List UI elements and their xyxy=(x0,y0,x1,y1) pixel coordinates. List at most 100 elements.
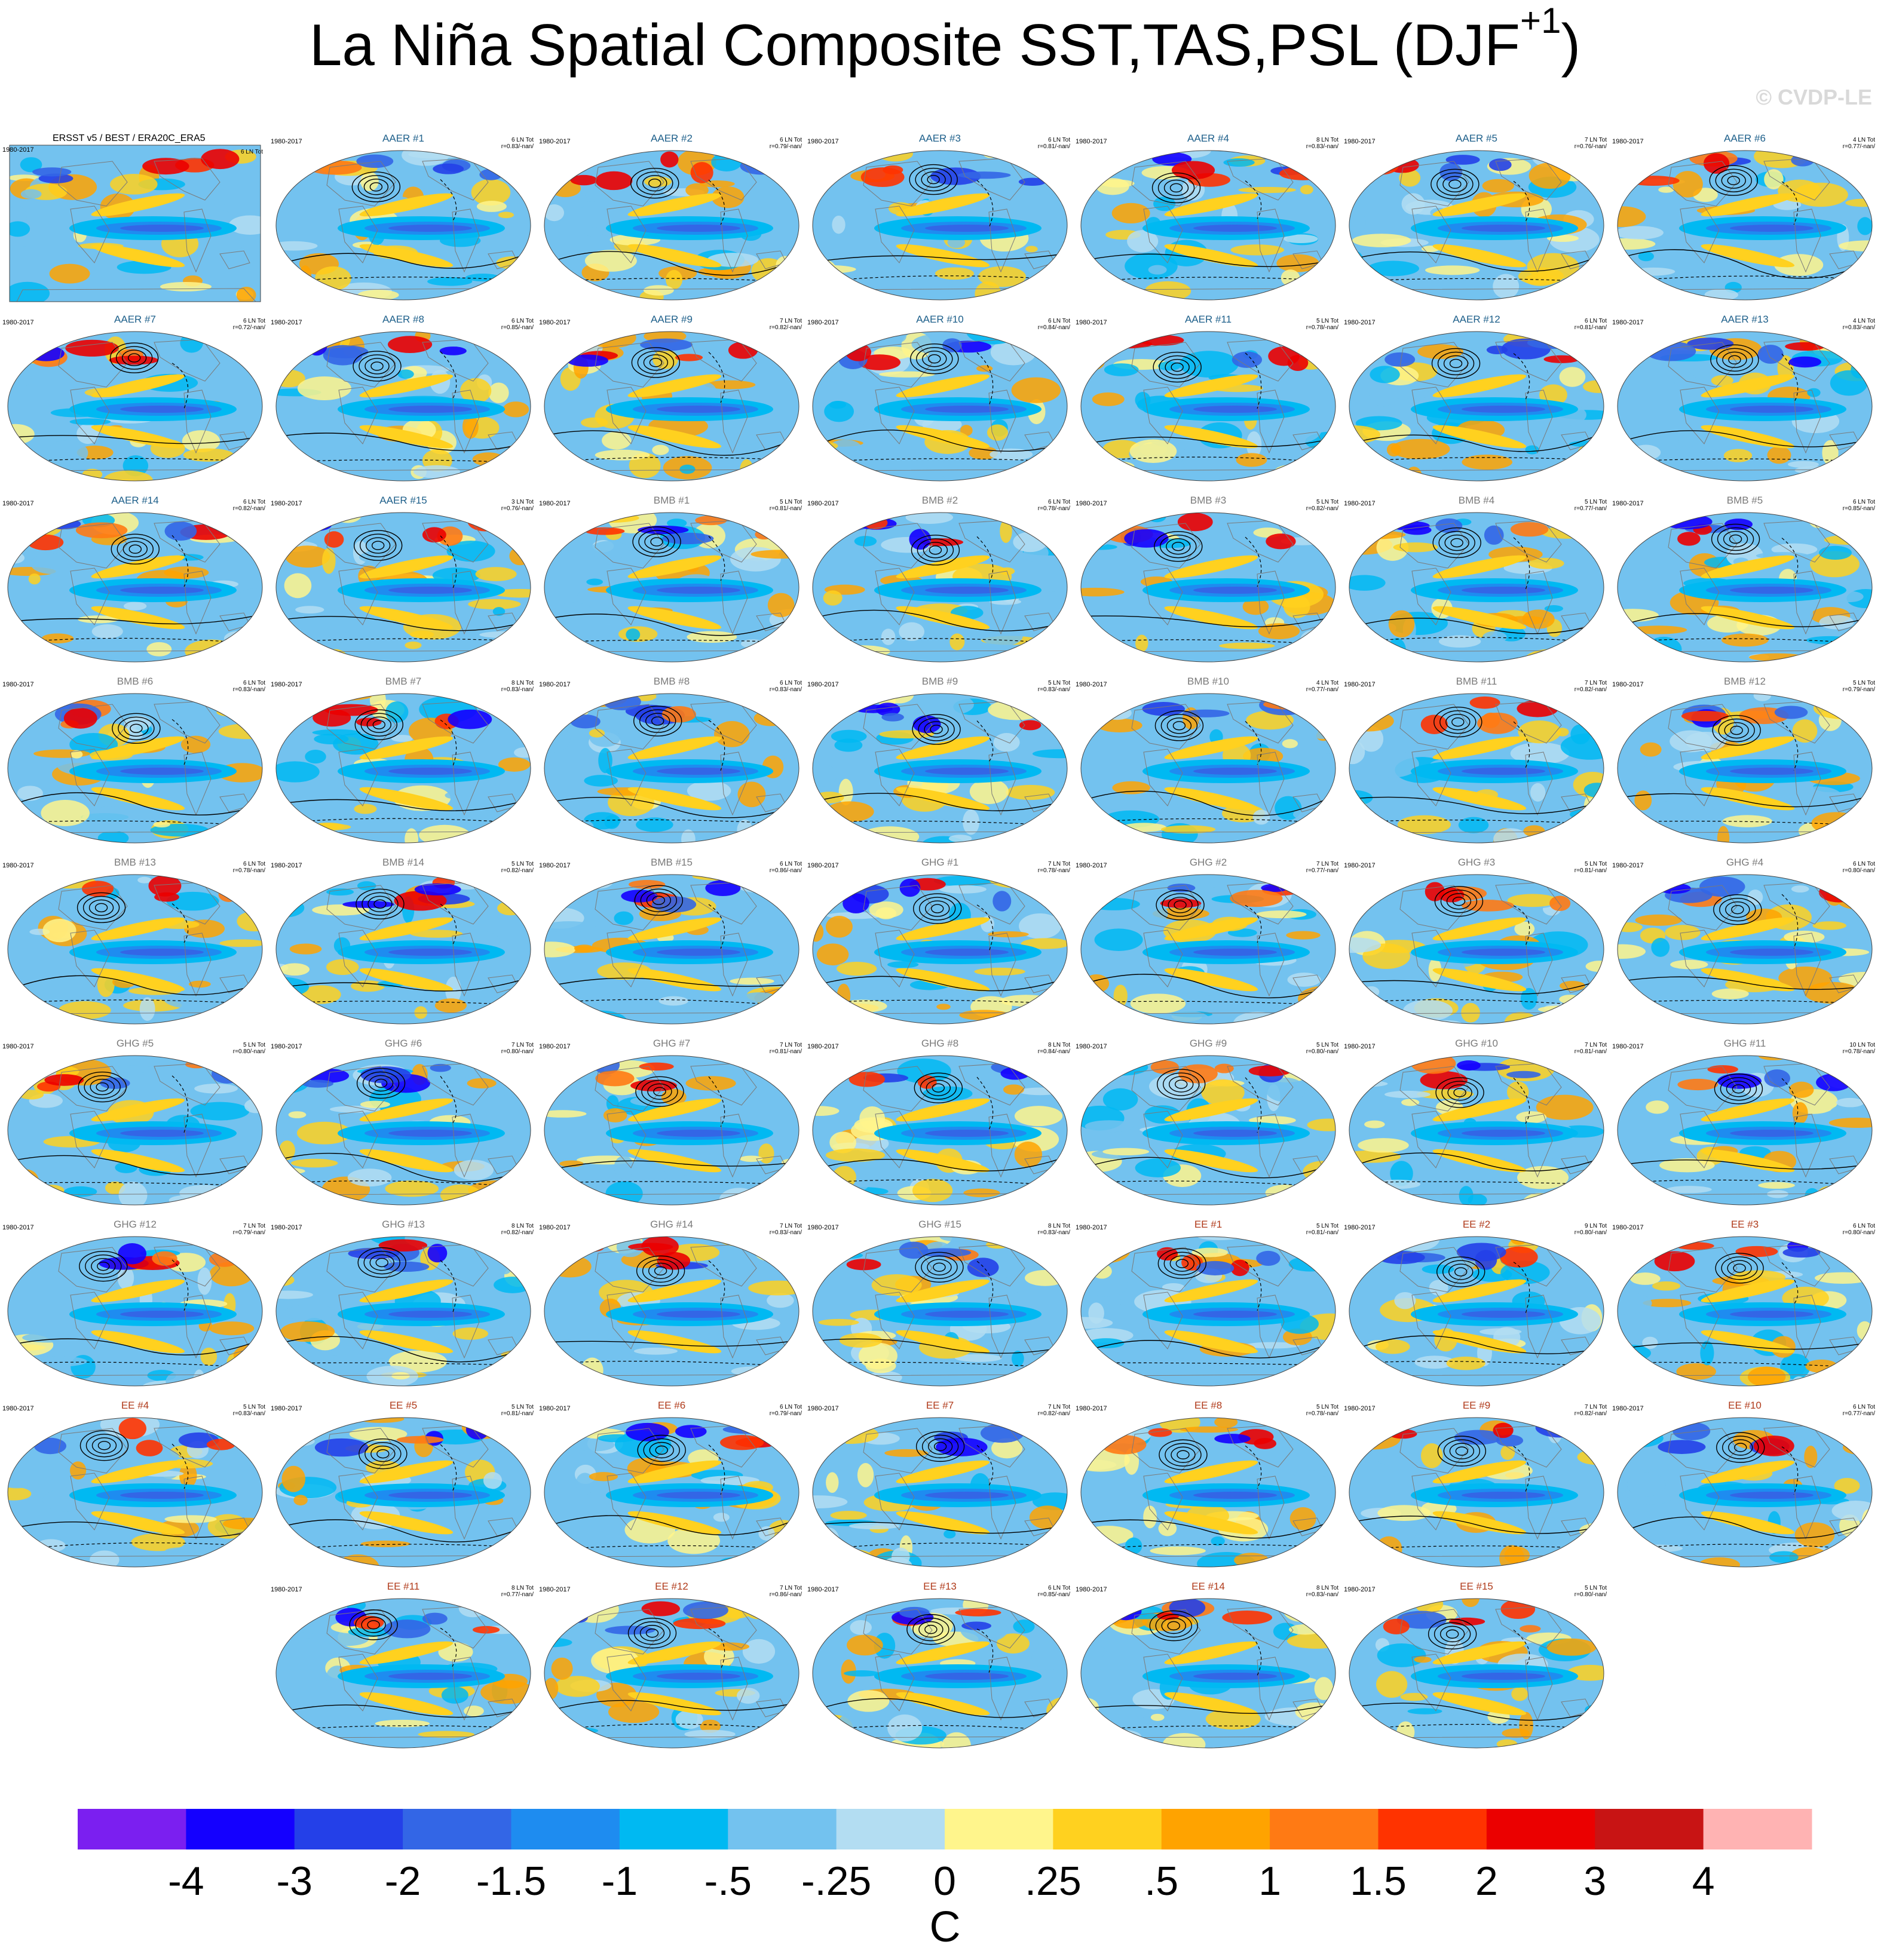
panel-event-count: 8 LN Tot xyxy=(1316,1585,1338,1591)
anomaly-patch xyxy=(1110,294,1143,303)
anomaly-patch xyxy=(982,145,1000,158)
anomaly-patch xyxy=(315,692,372,701)
map-panel: GHG #4 1980-2017 6 LN Tot r=0.80/-nan/ xyxy=(1615,858,1875,1027)
anomaly-patch xyxy=(644,176,672,186)
panel-correlation: r=0.80/-nan/ xyxy=(1843,1229,1875,1236)
map-panel: GHG #1 1980-2017 7 LN Tot r=0.78/-nan/ xyxy=(810,858,1070,1027)
panel-event-count: 7 LN Tot xyxy=(1048,1404,1070,1410)
panel-years: 1980-2017 xyxy=(1344,319,1376,327)
map-plot xyxy=(1615,315,1875,484)
anomaly-patch xyxy=(1678,435,1696,447)
land-anomaly xyxy=(1789,357,1821,367)
cold-tongue xyxy=(657,1492,740,1499)
anomaly-patch xyxy=(488,382,509,403)
anomaly-patch xyxy=(361,1541,411,1547)
anomaly-patch xyxy=(1511,1687,1528,1701)
colorbar-swatch xyxy=(620,1809,728,1849)
anomaly-patch xyxy=(1380,1563,1432,1570)
cold-tongue xyxy=(925,949,1009,956)
anomaly-patch xyxy=(1103,1088,1138,1111)
land-anomaly xyxy=(154,892,179,902)
panel-event-count: 7 LN Tot xyxy=(780,1223,802,1229)
cold-tongue xyxy=(657,587,740,594)
map-plot xyxy=(1078,1401,1338,1570)
land-anomaly xyxy=(900,879,921,897)
land-anomaly xyxy=(1160,898,1202,908)
cold-tongue xyxy=(925,1130,1009,1137)
anomaly-patch xyxy=(679,465,695,474)
anomaly-patch xyxy=(419,825,470,845)
anomaly-patch xyxy=(823,590,843,605)
panel-event-count: 6 LN Tot xyxy=(243,499,265,505)
anomaly-patch xyxy=(714,721,750,747)
map-plot xyxy=(810,677,1070,846)
panel-years: 1980-2017 xyxy=(2,500,34,508)
anomaly-patch xyxy=(1347,1729,1362,1738)
anomaly-patch xyxy=(497,1185,514,1208)
panel-title: EE #8 xyxy=(1078,1400,1338,1412)
anomaly-patch xyxy=(1364,1121,1384,1128)
anomaly-patch xyxy=(1429,1280,1448,1296)
land-anomaly xyxy=(993,891,1011,911)
land-anomaly xyxy=(1627,176,1680,186)
anomaly-patch xyxy=(1135,1158,1181,1177)
anomaly-patch xyxy=(574,944,594,952)
anomaly-patch xyxy=(1462,455,1512,470)
anomaly-patch xyxy=(743,1639,775,1664)
map-panel: AAER #10 1980-2017 6 LN Tot r=0.84/-nan/ xyxy=(810,315,1070,484)
cold-tongue xyxy=(1730,1492,1814,1499)
panel-event-count: 5 LN Tot xyxy=(1316,1404,1338,1410)
anomaly-patch xyxy=(1646,1100,1669,1114)
land-anomaly xyxy=(967,1257,999,1277)
panel-years: 1980-2017 xyxy=(1344,1224,1376,1232)
anomaly-patch xyxy=(1277,416,1322,443)
cold-tongue xyxy=(1193,225,1277,232)
anomaly-patch xyxy=(1276,254,1319,272)
anomaly-patch xyxy=(810,1728,847,1750)
panel-years: 1980-2017 xyxy=(2,1224,34,1232)
anomaly-patch xyxy=(764,1179,802,1204)
map-plot xyxy=(273,858,534,1027)
panel-title: BMB #5 xyxy=(1615,495,1875,507)
anomaly-patch xyxy=(602,871,627,881)
anomaly-patch xyxy=(385,701,408,723)
anomaly-patch xyxy=(1349,1365,1395,1385)
anomaly-patch xyxy=(1615,922,1643,932)
anomaly-patch xyxy=(1627,1473,1665,1496)
panel-title: GHG #10 xyxy=(1346,1038,1607,1050)
panel-title: BMB #13 xyxy=(5,857,265,869)
anomaly-patch xyxy=(1015,1106,1062,1126)
anomaly-patch xyxy=(1394,1292,1416,1309)
cold-tongue xyxy=(657,1130,740,1137)
anomaly-patch xyxy=(496,256,527,269)
cold-tongue xyxy=(925,587,1009,594)
anomaly-patch xyxy=(1567,1248,1607,1262)
panel-event-count: 4 LN Tot xyxy=(1853,318,1875,324)
anomaly-patch xyxy=(1573,1421,1607,1428)
colorbar-unit: C xyxy=(0,1903,1890,1952)
map-panel: BMB #2 1980-2017 6 LN Tot r=0.78/-nan/ xyxy=(810,496,1070,665)
panel-correlation: r=0.81/-nan/ xyxy=(501,1410,534,1417)
anomaly-patch xyxy=(1524,1517,1565,1538)
anomaly-patch xyxy=(711,153,742,171)
cold-tongue xyxy=(120,1311,204,1318)
panel-title: BMB #11 xyxy=(1346,676,1607,688)
map-plot xyxy=(810,134,1070,303)
panel-event-count: 6 LN Tot xyxy=(241,149,263,155)
colorbar-swatch xyxy=(1270,1809,1379,1849)
anomaly-patch xyxy=(1851,361,1868,378)
colorbar-tick-label: -2 xyxy=(385,1858,421,1904)
anomaly-patch xyxy=(832,216,845,234)
anomaly-patch xyxy=(1768,446,1791,464)
anomaly-patch xyxy=(544,1678,558,1700)
panel-title: EE #9 xyxy=(1346,1400,1607,1412)
colorbar-swatch xyxy=(511,1809,620,1849)
panel-correlation: r=0.86/-nan/ xyxy=(770,867,802,874)
anomaly-patch xyxy=(584,227,604,237)
anomaly-patch xyxy=(1700,1341,1714,1365)
anomaly-patch xyxy=(819,1319,859,1326)
anomaly-patch xyxy=(330,1560,351,1568)
anomaly-patch xyxy=(1468,1194,1487,1207)
panel-title: BMB #2 xyxy=(810,495,1070,507)
anomaly-patch xyxy=(737,820,752,841)
